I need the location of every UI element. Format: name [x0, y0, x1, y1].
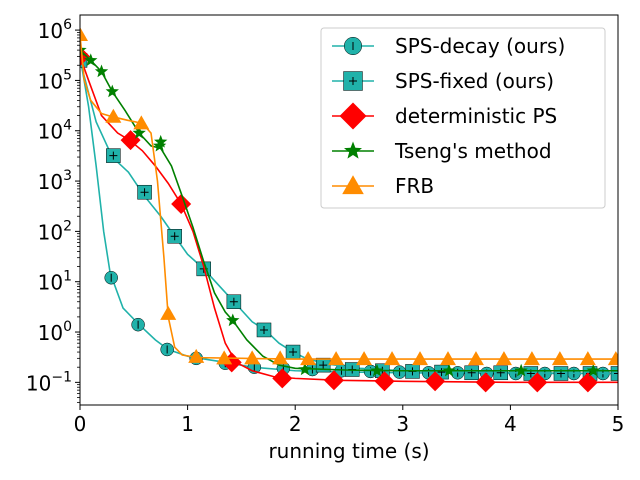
legend-entry-1: SPS-fixed (ours) — [332, 69, 554, 93]
x-tick-label-3: 3 — [396, 412, 409, 436]
legend-label-2: deterministic PS — [395, 104, 557, 128]
y-axis: 106 105 104 103 102 101 100 10−1 — [26, 17, 80, 403]
series-4-point-19 — [607, 351, 618, 366]
series-4-point-4 — [188, 348, 205, 363]
series-4-point-12 — [412, 351, 429, 366]
series-3-point-10 — [442, 363, 456, 377]
legend-label-3: Tseng's method — [394, 139, 552, 163]
series-4-point-2 — [133, 115, 150, 130]
legend-entry-3: Tseng's method — [332, 139, 552, 163]
x-tick-label-2: 2 — [289, 412, 302, 436]
series-4-point-0 — [80, 26, 88, 41]
series-line-3 — [80, 49, 618, 372]
series-3-point-3 — [105, 84, 119, 98]
series-1-point-8-crosshair — [319, 361, 328, 370]
series-4-point-7 — [272, 350, 289, 365]
series-4-point-1 — [105, 108, 122, 123]
series-layer — [80, 26, 618, 393]
x-axis-label: running time (s) — [268, 439, 429, 463]
series-3-point-4 — [132, 126, 146, 139]
legend-label-1: SPS-fixed (ours) — [395, 69, 554, 93]
series-4-point-5 — [216, 350, 233, 365]
y-tick-label-7: 10−1 — [26, 369, 72, 395]
series-line-4 — [80, 34, 618, 360]
series-1-point-5-crosshair — [229, 297, 238, 306]
x-tick-label-4: 4 — [504, 412, 517, 436]
legend-box — [320, 27, 606, 209]
series-3-point-1 — [84, 53, 98, 67]
series-4-point-11 — [384, 351, 401, 366]
series-2-point-7 — [425, 371, 446, 392]
legend-label-0: SPS-decay (ours) — [395, 34, 565, 58]
y-tick-label-0: 106 — [38, 17, 72, 43]
series-4-point-10 — [356, 351, 373, 366]
series-4-point-17 — [551, 351, 568, 366]
series-1-point-7-crosshair — [289, 348, 298, 357]
series-2 — [80, 46, 618, 393]
y-tick-label-2: 104 — [38, 118, 72, 144]
series-3-point-11 — [514, 363, 528, 377]
series-1-point-1-crosshair — [109, 151, 118, 160]
legend-entry-2: deterministic PS — [332, 102, 557, 130]
series-1-point-12-crosshair — [437, 368, 446, 377]
series-4-point-8 — [300, 351, 317, 366]
legend-marker-2 — [339, 102, 367, 130]
series-4-point-9 — [328, 351, 345, 366]
legend-marker-1-crosshair — [349, 77, 357, 85]
series-3-point-6 — [154, 134, 168, 148]
y-tick-label-6: 100 — [38, 319, 72, 345]
series-1-point-18-crosshair — [614, 369, 618, 378]
y-tick-label-5: 101 — [38, 269, 72, 295]
series-4-point-6 — [244, 350, 261, 365]
series-3-point-8 — [298, 362, 312, 376]
legend-marker-4 — [342, 175, 364, 195]
y-tick-label-4: 102 — [38, 218, 72, 244]
series-2-point-4 — [272, 368, 293, 389]
series-4-point-18 — [579, 351, 596, 366]
axes-frame — [79, 14, 619, 406]
x-tick-label-0: 0 — [74, 412, 87, 436]
series-2-point-1 — [120, 130, 141, 151]
series-3-point-2 — [94, 64, 109, 78]
legend: SPS-decay (ours) SPS-fixed (ours) determin… — [320, 27, 606, 209]
x-tick-label-5: 5 — [612, 412, 625, 436]
series-line-2 — [80, 56, 618, 384]
series-1-point-2-crosshair — [140, 188, 149, 197]
legend-marker-3 — [344, 141, 362, 159]
legend-entry-4: FRB — [332, 174, 434, 198]
x-tick-label-1: 1 — [181, 412, 194, 436]
series-1-point-3-crosshair — [170, 232, 179, 241]
series-4-point-15 — [495, 351, 512, 366]
legend-label-4: FRB — [395, 174, 434, 198]
y-tick-label-3: 103 — [38, 168, 72, 194]
x-axis: 0 1 2 3 4 5 — [74, 405, 625, 436]
series-1-point-6-crosshair — [259, 325, 268, 334]
series-4-point-13 — [439, 351, 456, 366]
legend-entry-0: SPS-decay (ours) — [332, 34, 565, 58]
series-2-point-5 — [323, 370, 344, 391]
series-4-point-16 — [523, 351, 540, 366]
series-3-point-12 — [586, 363, 600, 377]
series-2-point-6 — [374, 371, 395, 392]
series-4 — [80, 26, 618, 366]
series-3-point-7 — [226, 313, 240, 327]
y-tick-label-1: 105 — [38, 67, 72, 93]
series-2-point-9 — [527, 372, 548, 393]
series-2-point-10 — [577, 372, 598, 393]
series-4-point-14 — [467, 351, 484, 366]
series-2-point-8 — [475, 372, 496, 393]
series-3-point-9 — [370, 363, 384, 377]
series-4-point-3 — [160, 305, 177, 320]
